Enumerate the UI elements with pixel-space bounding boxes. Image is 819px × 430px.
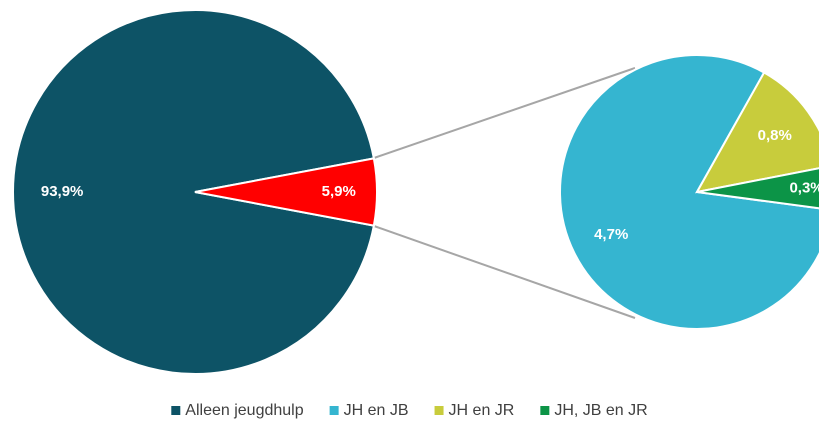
legend-swatch bbox=[540, 406, 550, 415]
data-label: 4,7% bbox=[594, 226, 628, 243]
data-label: 5,9% bbox=[322, 183, 356, 200]
connector-line bbox=[373, 67, 636, 159]
pie-slice bbox=[12, 9, 376, 375]
data-label: 93,9% bbox=[41, 183, 84, 200]
legend-label: JH en JB bbox=[344, 402, 409, 419]
legend: Alleen jeugdhulp JH en JB JH en JR JH, JB e… bbox=[171, 402, 648, 419]
connector-line bbox=[373, 225, 636, 319]
legend-label: JH, JB en JR bbox=[554, 402, 647, 419]
legend-swatch bbox=[329, 406, 339, 415]
pie-slice bbox=[194, 157, 378, 227]
legend-swatch bbox=[171, 406, 181, 415]
legend-swatch bbox=[434, 406, 444, 415]
pie-slice bbox=[695, 71, 819, 194]
legend-label: JH en JR bbox=[449, 402, 515, 419]
legend-label: Alleen jeugdhulp bbox=[185, 402, 303, 419]
pie-slice bbox=[696, 167, 819, 210]
data-label: 0,3% bbox=[789, 180, 819, 197]
pie-slice bbox=[559, 54, 819, 330]
data-label: 0,8% bbox=[758, 127, 792, 144]
